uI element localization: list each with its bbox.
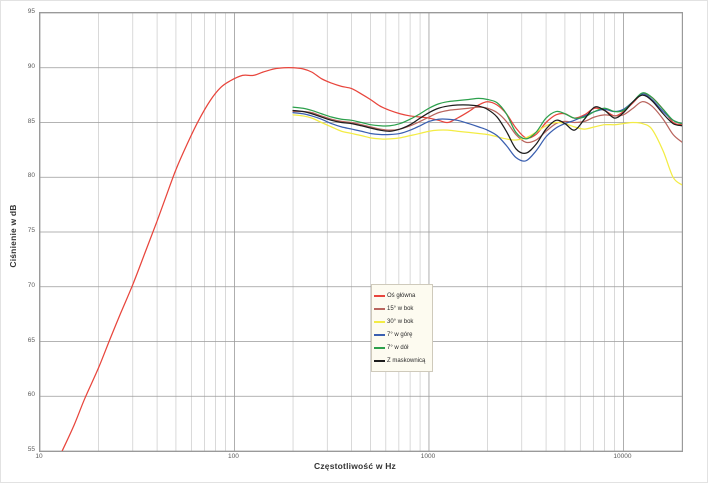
- legend-swatch-icon: [374, 320, 385, 323]
- series-line: [292, 92, 682, 140]
- series-line: [292, 114, 682, 186]
- legend-label: Oś główna: [387, 292, 416, 299]
- y-tick-label: 70: [27, 281, 35, 289]
- legend-label: Z maskownicą: [387, 357, 426, 364]
- legend-item[interactable]: Z maskownicą: [374, 354, 429, 367]
- legend-label: 30° w bok: [387, 318, 414, 325]
- chart-canvas: [40, 13, 682, 451]
- legend-swatch-icon: [374, 307, 385, 310]
- legend-item[interactable]: 7° w górę: [374, 328, 429, 341]
- major-gridlines: [40, 13, 682, 451]
- legend-item[interactable]: 15° w bok: [374, 302, 429, 315]
- chart-legend: Oś główna 15° w bok 30° w bok 7° w górę 7° w…: [371, 284, 433, 372]
- y-tick-label: 90: [27, 62, 35, 70]
- series-line: [61, 66, 682, 451]
- y-tick-label: 85: [27, 117, 35, 125]
- series-line: [292, 101, 682, 144]
- y-tick-label: 95: [27, 8, 35, 15]
- legend-swatch-icon: [374, 333, 385, 336]
- legend-swatch-icon: [374, 359, 385, 362]
- x-tick-label: 1000: [420, 453, 436, 460]
- x-tick-label: 100: [228, 453, 239, 460]
- x-axis-title: Częstotliwość w Hz: [313, 461, 396, 471]
- legend-label: 15° w bok: [387, 305, 414, 312]
- legend-label: 7° w dół: [387, 344, 409, 351]
- legend-item[interactable]: 30° w bok: [374, 315, 429, 328]
- series-line: [292, 94, 682, 154]
- y-tick-label: 55: [27, 446, 35, 453]
- y-axis-title: Ciśnienie w dB: [8, 204, 18, 268]
- legend-swatch-icon: [374, 294, 385, 297]
- y-tick-label: 80: [27, 172, 35, 180]
- legend-item[interactable]: 7° w dół: [374, 341, 429, 354]
- y-tick-label: 60: [27, 391, 35, 399]
- y-tick-label: 65: [27, 336, 35, 344]
- y-tick-label: 75: [27, 227, 35, 234]
- x-tick-label: 10: [35, 453, 43, 460]
- legend-swatch-icon: [374, 346, 385, 349]
- series-lines: [61, 66, 682, 451]
- legend-item[interactable]: Oś główna: [374, 289, 429, 302]
- x-tick-label: 10000: [613, 453, 632, 460]
- y-axis-tick-labels: 55 60 65 70 75 80 85 90 95: [1, 1, 35, 484]
- legend-label: 7° w górę: [387, 331, 413, 338]
- plot-area: [39, 12, 683, 452]
